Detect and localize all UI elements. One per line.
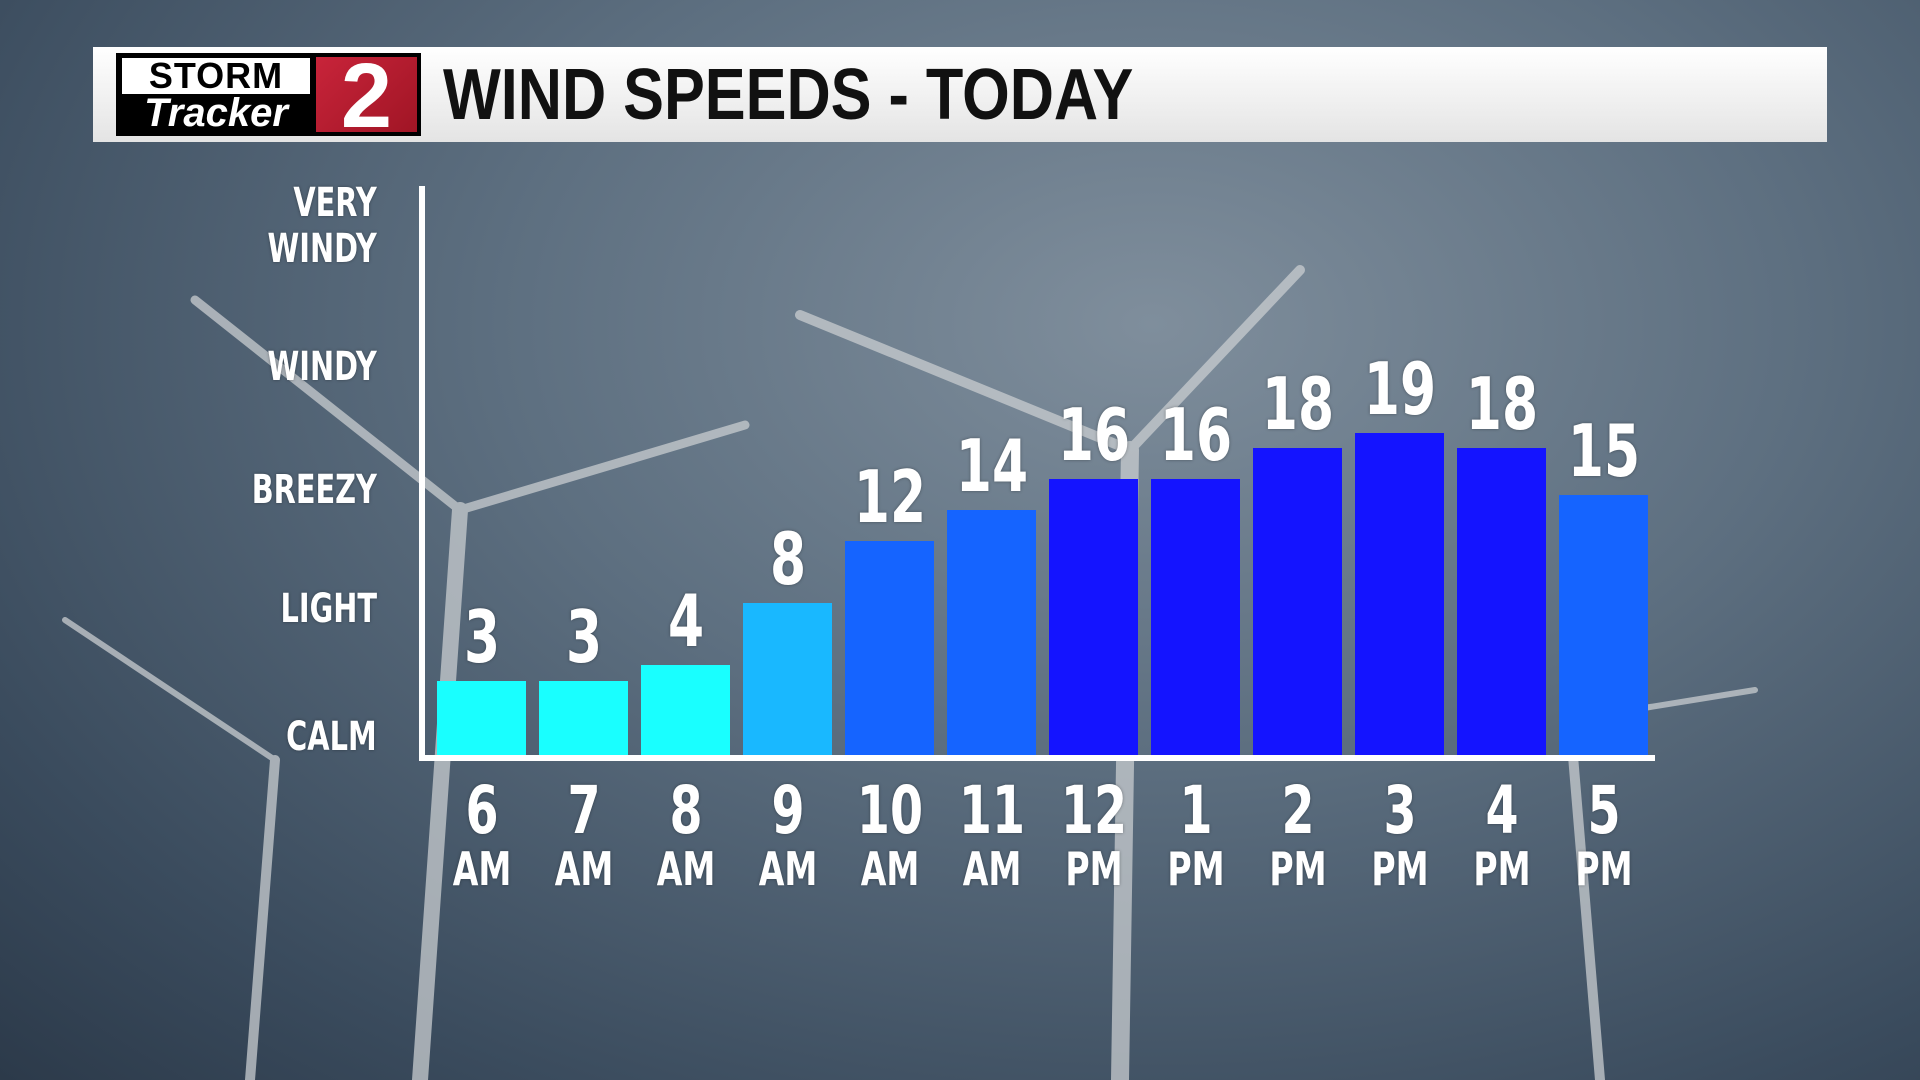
storm-tracker-2-logo: STORM Tracker 2 bbox=[116, 50, 421, 142]
x-tick-hour: 7 bbox=[566, 772, 601, 849]
x-tick-hour: 11 bbox=[958, 772, 1025, 849]
bar bbox=[947, 510, 1036, 755]
x-tick-hour: 10 bbox=[856, 772, 923, 849]
y-label-breezy: BREEZY bbox=[251, 467, 377, 513]
x-tick-hour: 1 bbox=[1178, 772, 1213, 849]
y-label-windy: WINDY bbox=[267, 344, 377, 390]
bar bbox=[539, 680, 628, 755]
bar bbox=[1151, 479, 1240, 755]
x-tick-hour: 4 bbox=[1484, 772, 1519, 849]
bar bbox=[1049, 479, 1138, 755]
x-tick-label: 3 PM bbox=[1342, 772, 1457, 896]
bar bbox=[845, 541, 934, 755]
x-tick-label: 2 PM bbox=[1240, 772, 1355, 896]
y-axis bbox=[419, 186, 425, 760]
x-tick-period: AM bbox=[758, 842, 817, 896]
x-tick-label: 5 PM bbox=[1546, 772, 1661, 896]
data-label: 12 bbox=[853, 455, 926, 539]
x-axis bbox=[419, 755, 1655, 761]
x-tick-period: AM bbox=[452, 842, 511, 896]
x-tick-period: AM bbox=[656, 842, 715, 896]
x-tick-hour: 6 bbox=[464, 772, 499, 849]
x-tick-period: PM bbox=[1574, 842, 1633, 896]
x-tick-period: PM bbox=[1370, 842, 1429, 896]
x-tick-hour: 5 bbox=[1586, 772, 1621, 849]
data-label: 3 bbox=[565, 594, 602, 679]
x-tick-label: 12 PM bbox=[1036, 772, 1151, 896]
logo-storm-text: STORM bbox=[122, 58, 310, 94]
x-tick-label: 7 AM bbox=[526, 772, 641, 896]
x-tick-hour: 8 bbox=[668, 772, 703, 849]
data-label: 4 bbox=[667, 579, 704, 663]
x-tick-period: AM bbox=[962, 842, 1021, 896]
x-tick-period: PM bbox=[1064, 842, 1123, 896]
page-title: WIND SPEEDS - TODAY bbox=[443, 55, 1134, 135]
x-tick-period: PM bbox=[1166, 842, 1225, 896]
x-tick-label: 4 PM bbox=[1444, 772, 1559, 896]
logo-number: 2 bbox=[316, 50, 417, 142]
bar bbox=[1253, 448, 1342, 755]
data-label: 3 bbox=[463, 594, 500, 679]
y-label-very-windy: VERY WINDY bbox=[267, 180, 377, 272]
x-tick-hour: 9 bbox=[770, 772, 805, 849]
data-label: 8 bbox=[769, 517, 806, 601]
x-tick-label: 9 AM bbox=[730, 772, 845, 896]
data-label: 19 bbox=[1363, 346, 1436, 431]
x-tick-hour: 12 bbox=[1060, 772, 1127, 849]
title-bar: STORM Tracker 2 WIND SPEEDS - TODAY bbox=[93, 47, 1827, 142]
data-label: 15 bbox=[1567, 408, 1640, 493]
logo-tracker-text: Tracker bbox=[144, 91, 288, 135]
data-label: 18 bbox=[1465, 362, 1538, 446]
y-label-calm: CALM bbox=[286, 714, 377, 760]
x-tick-label: 1 PM bbox=[1138, 772, 1253, 896]
data-label: 16 bbox=[1159, 393, 1232, 477]
x-tick-period: AM bbox=[860, 842, 919, 896]
bar bbox=[1457, 448, 1546, 755]
bar bbox=[1355, 432, 1444, 755]
x-tick-label: 8 AM bbox=[628, 772, 743, 896]
bar bbox=[437, 680, 526, 755]
y-label-light: LIGHT bbox=[280, 586, 377, 632]
x-tick-label: 11 AM bbox=[934, 772, 1049, 896]
bar bbox=[1559, 494, 1648, 755]
bar bbox=[641, 665, 730, 755]
x-tick-period: PM bbox=[1268, 842, 1327, 896]
x-tick-period: AM bbox=[554, 842, 613, 896]
data-label: 16 bbox=[1057, 393, 1130, 477]
x-tick-hour: 3 bbox=[1382, 772, 1417, 849]
x-tick-label: 6 AM bbox=[424, 772, 539, 896]
bar bbox=[743, 603, 832, 755]
data-label: 14 bbox=[955, 424, 1028, 508]
data-label: 18 bbox=[1261, 362, 1334, 446]
x-tick-period: PM bbox=[1472, 842, 1531, 896]
x-tick-hour: 2 bbox=[1280, 772, 1315, 849]
x-tick-label: 10 AM bbox=[832, 772, 947, 896]
